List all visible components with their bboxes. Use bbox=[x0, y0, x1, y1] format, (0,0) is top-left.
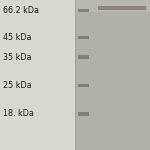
Bar bbox=[98, 6, 146, 10]
Bar bbox=[75, 0, 150, 12]
Bar bbox=[0, 0, 75, 150]
Bar bbox=[75, 0, 150, 150]
Bar bbox=[78, 55, 88, 59]
Text: 25 kDa: 25 kDa bbox=[3, 81, 32, 90]
Bar bbox=[78, 36, 88, 39]
Bar bbox=[78, 84, 88, 87]
Text: 45 kDa: 45 kDa bbox=[3, 33, 32, 42]
Bar bbox=[78, 112, 88, 116]
Text: 66.2 kDa: 66.2 kDa bbox=[3, 6, 39, 15]
Bar bbox=[78, 9, 88, 12]
Text: 35 kDa: 35 kDa bbox=[3, 52, 32, 62]
Text: 18. kDa: 18. kDa bbox=[3, 110, 34, 118]
